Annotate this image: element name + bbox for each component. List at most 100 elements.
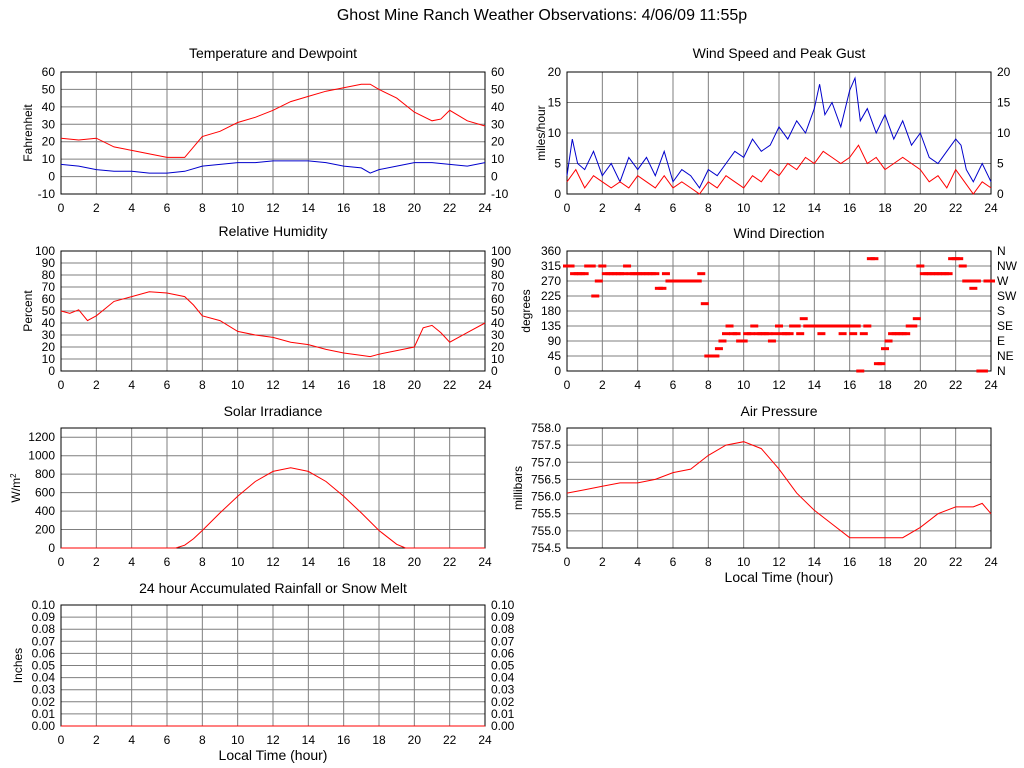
data-point [746,332,755,336]
y-axis-label: Percent [21,290,35,332]
x-tick-label: 14 [302,378,316,392]
y-tick-label: 30 [42,117,56,131]
y-tick-label-right: 0.06 [491,646,515,660]
x-tick-label: 18 [878,378,892,392]
data-point [598,264,607,268]
y-tick-label: 756.5 [531,472,561,486]
x-tick-label: 20 [914,201,928,215]
data-point [792,324,801,328]
y-tick-label-right: W [997,274,1009,288]
x-tick-label: 18 [878,201,892,215]
y-tick-label-right: 10 [997,126,1011,140]
x-tick-label: 4 [128,201,135,215]
x-tick-label: 22 [949,555,963,569]
y-tick-label: 0.08 [32,622,56,636]
x-tick-label: 4 [128,378,135,392]
data-point [566,264,575,268]
y-tick-label: 40 [42,316,56,330]
y-tick-label: 20 [42,135,56,149]
x-tick-label: 18 [372,733,386,747]
y-tick-label: 800 [35,467,55,481]
y-tick-label: 5 [554,157,561,171]
x-tick-label: 0 [58,201,65,215]
x-tick-label: 2 [93,201,100,215]
x-tick-label: 10 [737,201,751,215]
x-tick-label: 0 [564,201,571,215]
data-point [796,332,805,336]
data-point [944,272,953,276]
x-tick-label: 2 [93,733,100,747]
data-point [972,279,981,283]
data-point [909,324,918,328]
x-tick-label: 8 [705,378,712,392]
data-point [987,279,995,283]
x-tick-label: 2 [93,555,100,569]
y-tick-label-right: 0 [491,364,498,378]
x-tick-label: 12 [772,201,786,215]
y-tick-label-right: 5 [997,157,1004,171]
plot-title: Air Pressure [740,403,817,419]
x-tick-label: 20 [914,378,928,392]
data-point [916,264,925,268]
data-point [817,332,826,336]
y-tick-label: 20 [42,340,56,354]
x-tick-label: 4 [634,378,641,392]
y-tick-label: 0 [554,364,561,378]
data-point [852,324,861,328]
x-tick-label: 2 [93,378,100,392]
plot-frame [60,427,486,549]
data-point [955,257,964,261]
y-tick-label: 0.07 [32,634,56,648]
data-point [813,324,822,328]
x-tick-label: 6 [164,201,171,215]
y-tick-label-right: 0.07 [491,634,515,648]
y-tick-label: 15 [548,96,562,110]
x-tick-label: 6 [670,555,677,569]
data-point [594,279,603,283]
x-tick-label: 24 [478,555,492,569]
data-point [799,317,808,321]
x-tick-label: 14 [302,201,316,215]
y-axis-label: Inches [11,648,25,683]
x-tick-label: 0 [58,378,65,392]
x-tick-label: 14 [808,555,822,569]
x-tick-label: 16 [843,201,857,215]
data-point [587,264,596,268]
x-tick-label: 12 [266,555,280,569]
data-point [739,339,748,343]
x-tick-label: 10 [231,555,245,569]
y-tick-label-right: 0.05 [491,659,515,673]
y-tick-label-right: 100 [491,244,511,258]
y-tick-label-right: 60 [491,292,505,306]
y-tick-label: 225 [541,289,561,303]
data-point [700,302,709,306]
y-tick-label: 180 [541,304,561,318]
y-tick-label-right: 0.01 [491,707,515,721]
data-point [651,272,660,276]
x-tick-label: 8 [705,555,712,569]
x-tick-label: 14 [302,555,316,569]
plot-frame [566,427,992,549]
x-tick-label: 6 [164,555,171,569]
y-tick-label-right: 40 [491,100,505,114]
data-point [658,286,667,290]
x-tick-label: 4 [128,733,135,747]
data-point [623,264,632,268]
data-point [979,369,988,373]
y-tick-label-right: 10 [491,152,505,166]
y-tick-label: 600 [35,486,55,500]
x-tick-label: 2 [599,378,606,392]
data-point [835,324,844,328]
x-tick-label: 16 [337,733,351,747]
data-point [863,324,872,328]
y-tick-label: 80 [42,268,56,282]
x-tick-label: 4 [634,555,641,569]
x-tick-label: 8 [705,201,712,215]
series-line-2 [60,160,486,174]
y-tick-label: -10 [38,187,56,201]
plot-frame [566,71,992,195]
x-tick-label: 0 [564,555,571,569]
series-line-1 [566,76,992,189]
